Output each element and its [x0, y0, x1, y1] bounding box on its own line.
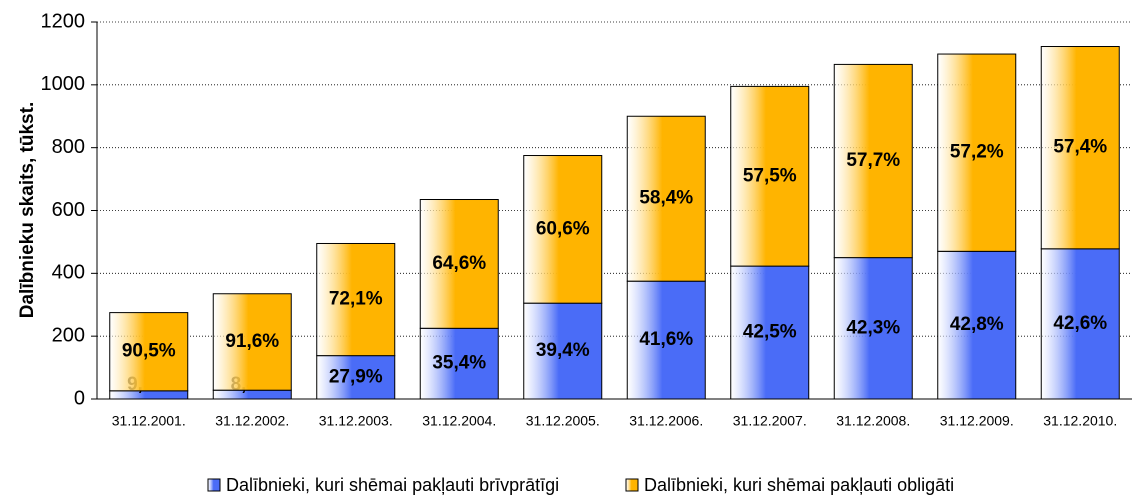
x-tick-label: 31.12.2004.	[422, 413, 496, 429]
bar-segment	[626, 280, 706, 400]
data-label: 42,3%	[846, 317, 900, 338]
legend-label: Dalībnieki, kuri shēmai pakļauti brīvprā…	[226, 475, 559, 495]
bar-segment	[419, 199, 499, 329]
x-tick-label: 31.12.2005.	[526, 413, 600, 429]
bar-segment	[833, 257, 913, 400]
bar-segment	[626, 115, 706, 282]
legend-swatch	[207, 478, 221, 492]
bar-segment	[419, 327, 499, 400]
bar-segment	[730, 265, 810, 400]
data-label: 42,5%	[743, 322, 797, 343]
x-tick-label: 31.12.2010.	[1043, 413, 1117, 429]
data-label: 57,2%	[950, 142, 1004, 163]
y-tick-label: 600	[52, 199, 85, 221]
bar-segment	[212, 293, 292, 391]
bar-segment	[833, 63, 913, 259]
x-tick-label: 31.12.2003.	[319, 413, 393, 429]
legend-swatch	[625, 478, 639, 492]
x-tick-label: 31.12.2009.	[940, 413, 1014, 429]
y-tick-label: 1000	[41, 73, 86, 95]
y-tick-label: 1200	[41, 10, 86, 32]
data-label: 41,6%	[639, 329, 693, 350]
bar-segment	[316, 355, 396, 400]
bar-segment	[316, 242, 396, 357]
y-axis-title: Dalībnieku skaits, tūkst.	[17, 102, 38, 318]
bar-segment	[937, 53, 1017, 252]
data-label: 57,7%	[846, 150, 900, 171]
bar-segment	[937, 250, 1017, 400]
data-label: 72,1%	[329, 289, 383, 310]
data-label: 42,6%	[1053, 313, 1107, 334]
bar-segment	[1040, 248, 1120, 400]
bar-segment	[730, 85, 810, 267]
data-label: 27,9%	[329, 366, 383, 387]
data-label: 35,4%	[432, 353, 486, 374]
x-tick-label: 31.12.2002.	[215, 413, 289, 429]
bar-segment	[1040, 46, 1120, 250]
data-label: 57,5%	[743, 165, 797, 186]
y-tick-label: 400	[52, 262, 85, 284]
x-tick-label: 31.12.2007.	[733, 413, 807, 429]
bar-segment	[523, 155, 603, 304]
y-tick-label: 200	[52, 324, 85, 346]
data-label: 90,5%	[122, 341, 176, 362]
data-label: 39,4%	[536, 340, 590, 361]
x-tick-label: 31.12.2008.	[836, 413, 910, 429]
data-label: 91,6%	[225, 331, 279, 352]
y-tick-label: 800	[52, 136, 85, 158]
data-label: 64,6%	[432, 253, 486, 274]
x-tick-label: 31.12.2001.	[112, 413, 186, 429]
y-tick-label: 0	[74, 387, 85, 409]
data-label: 58,4%	[639, 188, 693, 209]
data-label: 57,4%	[1053, 137, 1107, 158]
legend-label: Dalībnieki, kuri shēmai pakļauti obligāt…	[644, 475, 954, 495]
data-label: 42,8%	[950, 314, 1004, 335]
x-tick-label: 31.12.2006.	[629, 413, 703, 429]
bar-segment	[109, 312, 189, 392]
data-label: 60,6%	[536, 218, 590, 239]
